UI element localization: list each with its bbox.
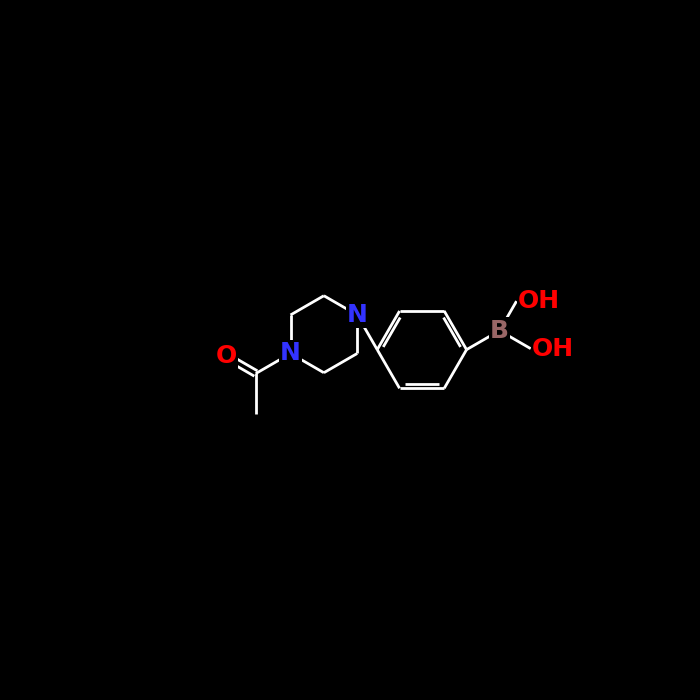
Text: OH: OH [518, 289, 560, 313]
Text: N: N [346, 303, 368, 327]
Text: OH: OH [532, 337, 575, 360]
Text: N: N [280, 342, 301, 365]
Text: B: B [490, 318, 509, 342]
Text: O: O [216, 344, 237, 368]
